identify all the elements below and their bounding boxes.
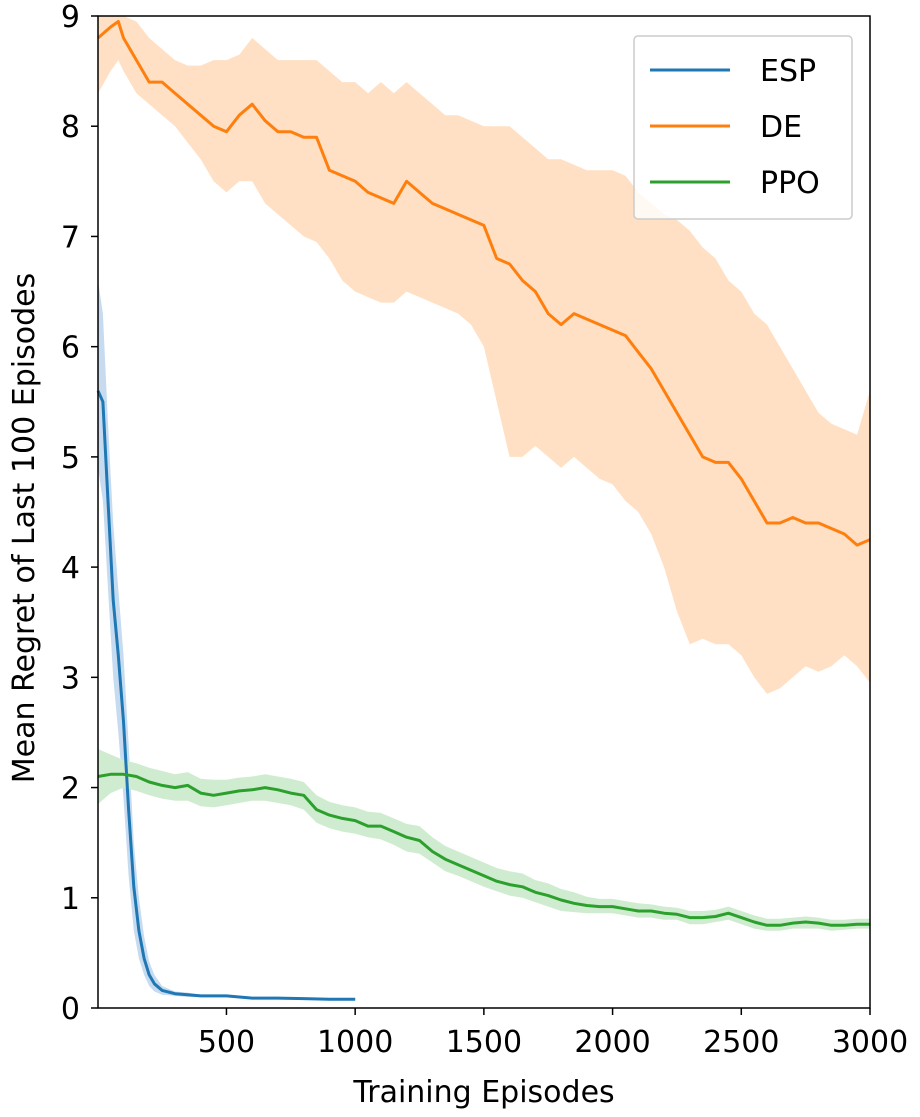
x-tick-label: 2000: [574, 1025, 650, 1060]
ppo-series-line: [97, 772, 870, 927]
esp-confidence-band: [98, 280, 356, 1001]
x-tick-label: 1500: [446, 1025, 522, 1060]
de-series-line: [97, 20, 871, 547]
x-tick-label: 2500: [703, 1025, 779, 1060]
x-axis-ticks: 500 1000 1500 2000 2500 3000: [198, 1008, 908, 1060]
x-tick-label: 3000: [832, 1025, 908, 1060]
legend-label-de: DE: [760, 110, 802, 145]
y-tick-label: 3: [61, 661, 80, 696]
y-tick-label: 1: [61, 882, 80, 917]
y-tick-label: 9: [61, 0, 80, 35]
y-axis-ticks: 0 1 2 3 4 5 6 7 8 9: [61, 0, 98, 1027]
esp-series-line: [96, 390, 356, 1001]
y-tick-label: 6: [61, 331, 80, 366]
y-axis-label: Mean Regret of Last 100 Episodes: [7, 273, 42, 783]
legend-box: [633, 35, 853, 220]
legend-label-esp: ESP: [760, 54, 816, 89]
legend: ESP DE PPO: [633, 35, 853, 220]
y-tick-label: 0: [61, 992, 80, 1027]
de-confidence-band: [98, 16, 870, 694]
y-tick-label: 8: [61, 110, 80, 145]
x-tick-label: 1000: [317, 1025, 393, 1060]
y-tick-label: 7: [61, 220, 80, 255]
y-tick-label: 2: [61, 772, 80, 807]
x-tick-label: 500: [198, 1025, 255, 1060]
series-lines: [96, 20, 871, 1001]
ppo-confidence-band: [98, 749, 870, 931]
y-tick-label: 5: [61, 441, 80, 476]
x-axis-label: Training Episodes: [352, 1075, 614, 1110]
legend-label-ppo: PPO: [760, 166, 820, 201]
y-tick-label: 4: [61, 551, 80, 586]
